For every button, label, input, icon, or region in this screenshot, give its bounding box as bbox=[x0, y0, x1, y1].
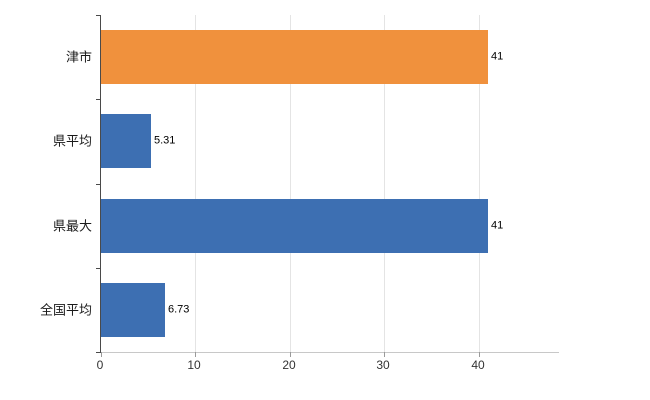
x-axis-tick-30 bbox=[384, 352, 385, 357]
gridline-30 bbox=[384, 15, 385, 352]
plot-area: 41 5.31 41 6.73 bbox=[96, 15, 559, 357]
y-axis-tick bbox=[96, 268, 101, 269]
gridline-20 bbox=[290, 15, 291, 352]
bar-2 bbox=[101, 114, 151, 168]
bar-value-label: 41 bbox=[491, 50, 504, 63]
y-axis-tick bbox=[96, 15, 101, 16]
x-axis-tick-20 bbox=[290, 352, 291, 357]
bar-value-label: 41 bbox=[491, 219, 504, 232]
category-label: 津市 bbox=[65, 49, 92, 65]
x-axis-tick-label: 40 bbox=[471, 358, 485, 372]
x-axis-tick-label: 0 bbox=[96, 358, 104, 372]
x-axis-tick-0 bbox=[101, 352, 102, 357]
y-axis-tick bbox=[96, 184, 101, 185]
x-axis-tick-label: 10 bbox=[187, 358, 201, 372]
y-axis-tick bbox=[96, 352, 101, 353]
category-label: 全国平均 bbox=[39, 302, 92, 318]
y-axis-tick bbox=[96, 99, 101, 100]
x-axis-tick-label: 30 bbox=[376, 358, 390, 372]
x-axis-tick-label: 20 bbox=[282, 358, 296, 372]
category-label: 県最大 bbox=[52, 218, 92, 234]
bar-3 bbox=[101, 199, 488, 253]
category-label: 県平均 bbox=[52, 133, 92, 149]
bar-value-label: 6.73 bbox=[168, 303, 190, 316]
gridline-40 bbox=[479, 15, 480, 352]
bar-value-label: 5.31 bbox=[154, 134, 176, 147]
bar-4 bbox=[101, 283, 165, 337]
bar-1 bbox=[101, 30, 488, 84]
x-axis-tick-10 bbox=[195, 352, 196, 357]
gridline-10 bbox=[195, 15, 196, 352]
x-axis-tick-40 bbox=[479, 352, 480, 357]
